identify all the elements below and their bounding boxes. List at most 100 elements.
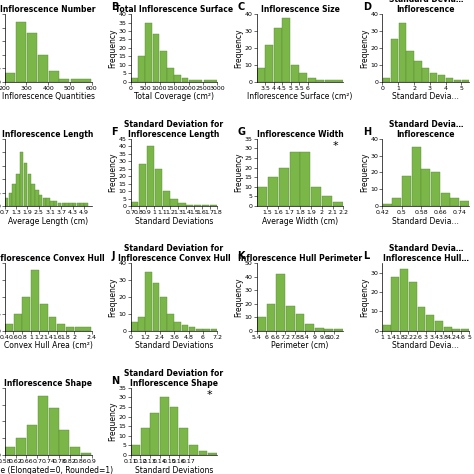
X-axis label: Standard Devia…: Standard Devia… [392,341,459,350]
Title: Inflorescence Width: Inflorescence Width [256,130,343,138]
Bar [131,78,137,82]
Bar [59,430,69,455]
Title: Inflorescence Number: Inflorescence Number [0,5,96,14]
Bar [194,205,201,206]
Bar [12,184,16,206]
Bar [5,447,15,455]
Bar [170,407,179,455]
Bar [431,173,440,206]
X-axis label: Average Length (cm): Average Length (cm) [8,217,88,226]
X-axis label: Standard Devia…: Standard Devia… [392,92,459,101]
Bar [65,203,69,206]
Bar [199,451,208,455]
Title: Inflorescence Size: Inflorescence Size [261,5,339,14]
Bar [146,23,152,82]
Y-axis label: Frequency: Frequency [360,277,369,317]
Bar [155,169,162,206]
Bar [171,199,178,206]
Bar [24,163,27,206]
X-axis label: Standard Deviations: Standard Deviations [135,465,213,474]
X-axis label: Inflorescence Quantities: Inflorescence Quantities [1,92,95,101]
Bar [49,71,59,82]
Text: B: B [111,2,119,12]
Bar [438,75,445,82]
Bar [27,174,31,206]
Bar [16,22,26,82]
Bar [452,328,460,330]
Bar [5,324,13,330]
Bar [160,397,169,455]
Bar [31,270,39,330]
Text: L: L [364,251,370,261]
Bar [444,327,452,330]
Text: C: C [237,2,245,12]
Bar [40,304,48,330]
Title: Standard Deviation for
Inflorescence Convex Hull: Standard Deviation for Inflorescence Con… [118,245,230,263]
Bar [20,152,24,206]
X-axis label: Standard Deviations: Standard Deviations [135,217,213,226]
Bar [50,201,54,206]
Bar [317,80,324,82]
Title: Standard Devia…
Inflorescence: Standard Devia… Inflorescence [389,0,463,14]
Bar [138,56,145,82]
Bar [305,324,314,330]
Bar [54,201,57,206]
X-axis label: Standard Devia…: Standard Devia… [392,217,459,226]
Bar [131,322,137,330]
Bar [27,33,37,82]
Bar [178,203,186,206]
Bar [257,187,267,206]
Bar [49,408,59,455]
Bar [182,326,188,330]
Bar [399,23,406,82]
Y-axis label: Frequency: Frequency [234,153,243,192]
Bar [38,55,48,82]
Bar [189,80,202,82]
Y-axis label: Frequency: Frequency [234,277,243,317]
Title: Standard Deviation for
Inflorescence Shape: Standard Deviation for Inflorescence Sha… [125,369,224,388]
X-axis label: Total Coverage (cm²): Total Coverage (cm²) [134,92,214,101]
Bar [276,274,285,330]
Bar [75,327,91,330]
Bar [450,198,459,206]
Bar [295,314,304,330]
Bar [22,297,30,330]
Bar [139,164,146,206]
Bar [409,283,417,330]
Y-axis label: Frequency: Frequency [360,153,369,192]
Bar [16,174,20,206]
Bar [43,198,46,206]
Bar [383,204,392,206]
Bar [167,68,174,82]
Bar [9,192,12,206]
Bar [268,177,278,206]
Text: G: G [237,127,246,137]
Bar [153,35,159,82]
Bar [160,297,166,330]
Bar [16,438,26,455]
Y-axis label: Frequency: Frequency [108,401,117,441]
Bar [334,329,343,330]
Text: *: * [333,141,338,151]
Text: J: J [111,251,115,261]
Text: F: F [111,127,118,137]
Bar [300,73,307,82]
Bar [203,329,210,330]
Bar [454,80,461,82]
Bar [435,321,443,330]
Bar [196,329,203,330]
Y-axis label: Frequency: Frequency [108,277,117,317]
Y-axis label: Frequency: Frequency [234,28,243,68]
Bar [39,195,42,206]
Bar [333,202,343,206]
Bar [210,205,217,206]
Title: Inflorescence Hull Perimeter: Inflorescence Hull Perimeter [238,254,362,263]
Bar [153,283,159,330]
Bar [160,51,166,82]
Bar [71,79,91,82]
Title: Total Inflorescence Surface: Total Inflorescence Surface [115,5,233,14]
Bar [5,73,15,82]
Bar [430,73,438,82]
Bar [422,68,429,82]
Bar [138,317,145,330]
